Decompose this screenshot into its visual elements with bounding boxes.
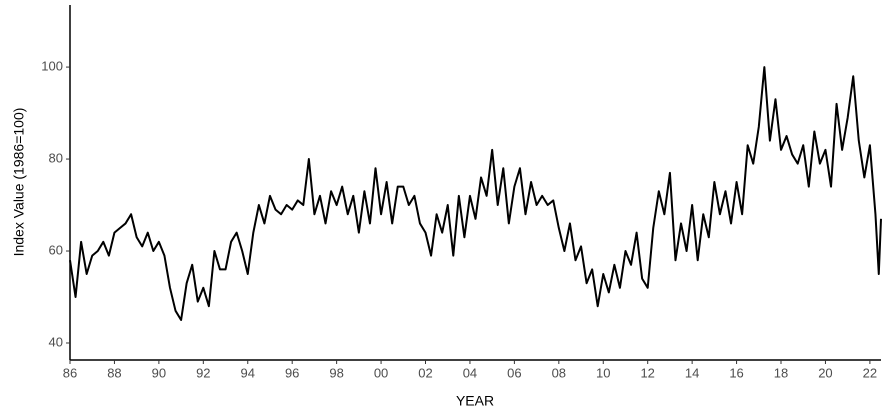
y-axis-label: Index Value (1986=100) bbox=[11, 108, 27, 257]
x-tick-label: 18 bbox=[774, 365, 788, 380]
x-tick-label: 02 bbox=[418, 365, 432, 380]
x-tick-label: 06 bbox=[507, 365, 521, 380]
x-tick-label: 98 bbox=[329, 365, 343, 380]
y-tick-label: 60 bbox=[49, 242, 63, 257]
x-tick-label: 10 bbox=[596, 365, 610, 380]
x-tick-label: 96 bbox=[285, 365, 299, 380]
x-tick-label: 94 bbox=[241, 365, 255, 380]
x-tick-label: 88 bbox=[107, 365, 121, 380]
x-tick-label: 00 bbox=[374, 365, 388, 380]
x-tick-label: 20 bbox=[818, 365, 832, 380]
x-tick-label: 90 bbox=[152, 365, 166, 380]
data-line bbox=[69, 66, 882, 321]
x-tick-label: 08 bbox=[552, 365, 566, 380]
y-tick-label: 80 bbox=[49, 150, 63, 165]
x-tick-label: 92 bbox=[196, 365, 210, 380]
x-tick-label: 22 bbox=[863, 365, 877, 380]
y-tick-label: 40 bbox=[49, 334, 63, 349]
y-tick-label: 100 bbox=[41, 59, 63, 74]
x-tick-label: 12 bbox=[640, 365, 654, 380]
x-tick-label: 04 bbox=[463, 365, 477, 380]
x-tick-label: 14 bbox=[685, 365, 699, 380]
x-tick-label: 16 bbox=[729, 365, 743, 380]
x-axis-label: YEAR bbox=[456, 393, 494, 409]
x-tick-label: 86 bbox=[63, 365, 77, 380]
